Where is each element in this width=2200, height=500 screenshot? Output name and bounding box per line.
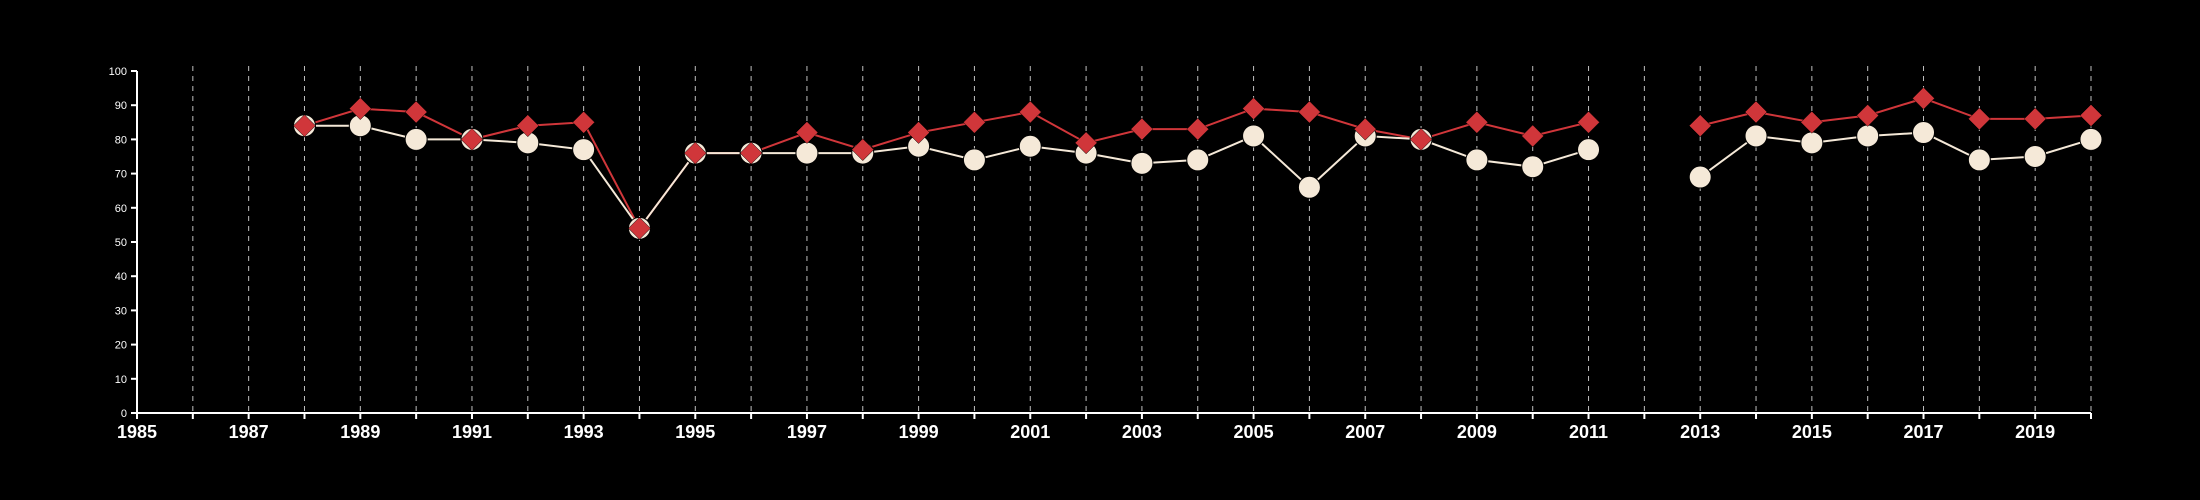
x-tick-label: 1985 (117, 422, 157, 442)
x-tick-label: 1997 (787, 422, 827, 442)
series-1-point (1298, 100, 1321, 124)
series-1-point (739, 141, 763, 165)
series-2-point (962, 148, 986, 172)
series-1-point (795, 121, 819, 144)
series-1-point (1800, 110, 1824, 134)
y-tick-label: 70 (115, 169, 127, 181)
x-tick-label: 1999 (899, 422, 939, 442)
series-2-point (795, 141, 819, 165)
series-2-point (2023, 145, 2047, 168)
y-axis-tick-labels: 0 10 20 30 40 50 60 70 80 90 100 (109, 66, 127, 420)
series-1-point (907, 121, 930, 144)
x-tick-label: 2015 (1792, 422, 1832, 442)
y-tick-label: 0 (121, 408, 127, 420)
series-1-point (516, 114, 540, 138)
x-tick-label: 1987 (229, 422, 269, 442)
series-1-point (1074, 131, 1098, 155)
series-2-point (572, 138, 596, 162)
series-1-point (2023, 107, 2047, 131)
x-tick-label: 1991 (452, 422, 492, 442)
x-tick-label: 1989 (340, 422, 380, 442)
x-tick-label: 2017 (1903, 422, 1943, 442)
y-tick-label: 50 (115, 237, 127, 249)
series-2-point (1018, 134, 1042, 158)
series-1-point (963, 110, 986, 134)
y-tick-label: 60 (115, 203, 127, 215)
series-2-point (1967, 148, 1991, 172)
series-2-point (1297, 175, 1321, 199)
y-tick-label: 80 (115, 134, 127, 146)
series-1-point (1577, 110, 1600, 134)
series-1-point (1242, 97, 1265, 120)
series-markers (292, 87, 2103, 240)
series-1-point (348, 97, 372, 120)
x-tick-label: 2005 (1234, 422, 1274, 442)
x-tick-label: 2001 (1010, 422, 1050, 442)
series-1-line (304, 107, 1589, 231)
series-2-point (1521, 155, 1545, 179)
x-tick-label: 2019 (2015, 422, 2055, 442)
x-tick-label: 2003 (1122, 422, 1162, 442)
series-1-point (1186, 117, 1210, 141)
series-1-point (1521, 124, 1545, 148)
series-1-point (628, 216, 651, 240)
y-tick-label: 100 (109, 66, 127, 78)
x-tick-label: 1995 (675, 422, 715, 442)
x-tick-label: 2007 (1345, 422, 1385, 442)
x-axis-tick-labels: 1985 1987 1989 1991 1993 1995 1997 1999 2001 2003… (117, 422, 2055, 442)
y-tick-label: 40 (115, 271, 127, 283)
y-tick-label: 20 (115, 340, 127, 352)
y-tick-label: 10 (115, 374, 127, 386)
vertical-gridlines (192, 66, 2092, 413)
x-tick-label: 2011 (1569, 422, 1608, 442)
series-1-point (1018, 100, 1042, 124)
series-1-point (572, 110, 595, 134)
series-1-point (1856, 104, 1880, 127)
series-1-point (1912, 87, 1935, 110)
series-2-point (1744, 124, 1768, 148)
series-2-line (304, 124, 1589, 231)
series-1-point (293, 114, 316, 138)
series-1-point (1409, 128, 1433, 151)
series-1-point (1688, 114, 1712, 138)
series-2-point (1688, 165, 1712, 189)
series-1-point (460, 128, 484, 151)
x-tick-label: 2013 (1680, 422, 1720, 442)
series-2-point (1130, 151, 1154, 175)
series-1-point (1353, 117, 1377, 141)
series-2-point (1577, 138, 1601, 162)
series-1-point (851, 138, 875, 162)
series-2-point (1242, 124, 1266, 148)
series-2-point (1856, 124, 1880, 148)
series-2-point (1186, 148, 1210, 172)
series-1-point (1130, 117, 1154, 141)
y-tick-label: 30 (115, 305, 127, 317)
series-1-point (1967, 107, 1991, 131)
series-1-point (404, 100, 428, 124)
series-2-point (2079, 127, 2103, 151)
y-tick-label: 90 (115, 100, 127, 112)
series-1-point (683, 141, 707, 165)
x-tick-label: 2009 (1457, 422, 1497, 442)
series-1-point (1744, 100, 1768, 124)
series-1-point (1465, 110, 1489, 134)
series-2-point (1912, 121, 1936, 145)
series-1-point (2079, 104, 2103, 127)
x-tick-label: 1993 (564, 422, 604, 442)
series-2-point (1800, 131, 1824, 155)
series-2-point (1465, 148, 1489, 172)
series-2-point (404, 127, 428, 151)
axes (131, 70, 2092, 419)
